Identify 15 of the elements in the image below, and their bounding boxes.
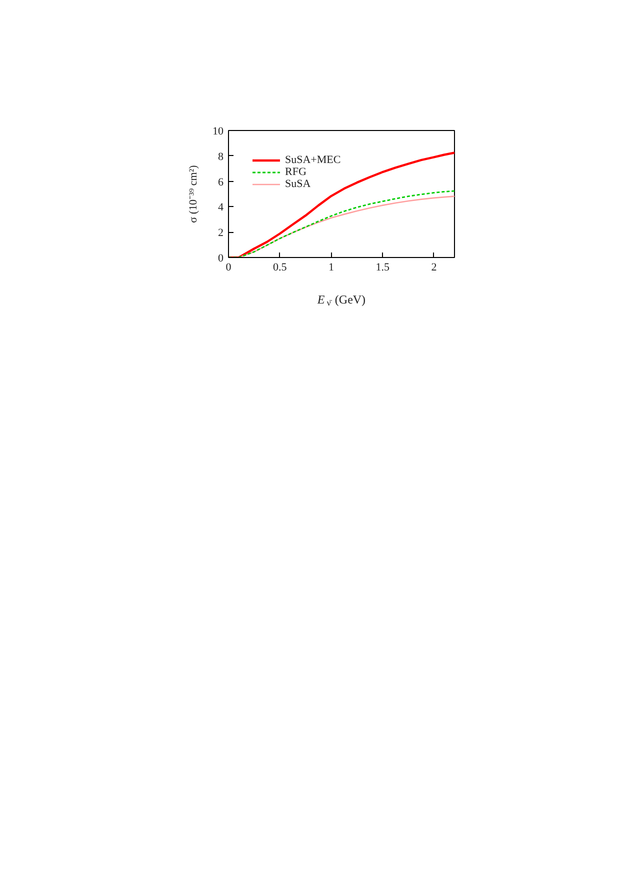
x-tick-label: 1.5: [376, 262, 390, 274]
y-axis-title: σ (10⁻³⁹ cm²): [188, 164, 200, 223]
y-tick-label: 2: [218, 227, 224, 240]
legend-label: RFG: [285, 166, 306, 178]
y-tick-label: 0: [218, 252, 224, 264]
legend-label: SuSA: [285, 178, 311, 190]
x-tick-label: 1: [328, 262, 334, 274]
y-tick-label: 8: [218, 150, 224, 163]
legend-label: SuSA+MEC: [285, 154, 341, 166]
y-tick-label: 10: [212, 126, 224, 138]
y-tick-label: 4: [218, 202, 224, 214]
y-tick-label: 6: [218, 176, 224, 188]
x-tick-label: 0: [226, 262, 232, 274]
x-tick-label: 2: [431, 262, 437, 274]
x-tick-label: 0.5: [272, 262, 288, 274]
